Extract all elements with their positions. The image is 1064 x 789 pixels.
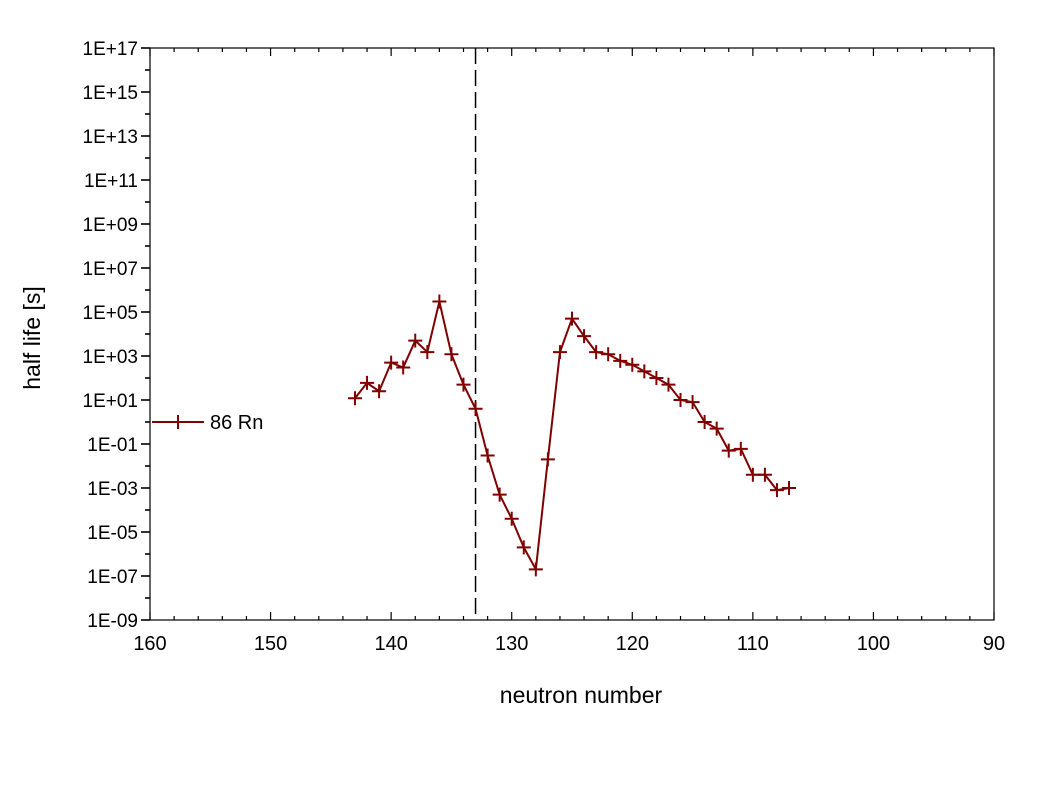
- axes-group: 160 150 140 130 120 110 100 90 1E-09 1E-07 1E-05 1E…: [83, 39, 1006, 655]
- x-tick-label: 110: [737, 633, 769, 655]
- data-point: [444, 347, 459, 362]
- data-point: [432, 294, 447, 309]
- legend-marker: [171, 415, 185, 429]
- data-point: [492, 487, 507, 502]
- data-point: [552, 345, 567, 360]
- x-tick-label: 120: [616, 633, 649, 655]
- legend: 86 Rn: [152, 412, 263, 434]
- data-point: [649, 371, 664, 385]
- x-tick-label: 140: [374, 633, 407, 655]
- data-point: [709, 421, 724, 436]
- y-tick-label: 1E-01: [87, 435, 138, 456]
- x-tick-label: 160: [133, 633, 166, 655]
- data-point: [685, 395, 700, 410]
- data-point: [504, 511, 519, 526]
- data-point: [540, 452, 555, 467]
- y-tick-label: 1E-03: [87, 479, 138, 500]
- data-point: [360, 375, 375, 390]
- series-group: [347, 294, 797, 577]
- data-point: [697, 415, 712, 429]
- data-point: [757, 467, 772, 482]
- data-point: [721, 443, 736, 458]
- legend-label: 86 Rn: [210, 412, 263, 434]
- y-tick-label: 1E+09: [83, 215, 138, 236]
- data-point: [420, 345, 435, 360]
- data-point: [577, 329, 592, 344]
- y-tick-label: 1E+03: [83, 347, 138, 368]
- y-tick-label: 1E+05: [83, 303, 138, 324]
- data-point: [601, 347, 616, 362]
- y-axis-title: half life [s]: [19, 286, 45, 390]
- data-point: [480, 448, 495, 463]
- data-point: [637, 364, 652, 379]
- x-tick-label: 90: [983, 633, 1005, 655]
- series-line: [354, 301, 790, 573]
- y-tick-label: 1E-07: [87, 567, 138, 588]
- data-point: [613, 353, 628, 368]
- x-tick-label: 100: [857, 633, 890, 655]
- y-tick-label: 1E-05: [87, 523, 138, 544]
- data-point: [589, 345, 604, 360]
- data-point: [733, 441, 748, 456]
- data-point: [372, 384, 387, 399]
- data-point: [782, 481, 797, 495]
- data-point: [347, 391, 362, 406]
- y-tick-label: 1E+13: [83, 127, 138, 148]
- data-point: [384, 355, 399, 370]
- data-point: [396, 360, 411, 375]
- data-point: [456, 377, 471, 392]
- x-tick-label: 150: [254, 633, 287, 655]
- data-point: [528, 562, 543, 577]
- data-point: [661, 377, 676, 392]
- x-tick-label: 130: [495, 633, 528, 655]
- y-tick-label: 1E+01: [83, 391, 138, 412]
- data-point: [769, 483, 784, 498]
- plot-frame: [149, 47, 995, 621]
- y-tick-label: 1E+11: [84, 171, 138, 192]
- y-tick-label: 1E-09: [87, 611, 138, 632]
- data-point: [408, 333, 423, 348]
- data-point: [673, 393, 688, 407]
- data-point: [516, 540, 531, 555]
- y-tick-label: 1E+15: [83, 83, 138, 104]
- data-point: [745, 467, 760, 482]
- y-tick-label: 1E+07: [83, 259, 138, 280]
- x-axis-title: neutron number: [500, 682, 663, 708]
- data-point: [468, 401, 483, 416]
- y-tick-label: 1E+17: [83, 39, 138, 60]
- data-point: [565, 311, 579, 326]
- data-point: [625, 357, 640, 372]
